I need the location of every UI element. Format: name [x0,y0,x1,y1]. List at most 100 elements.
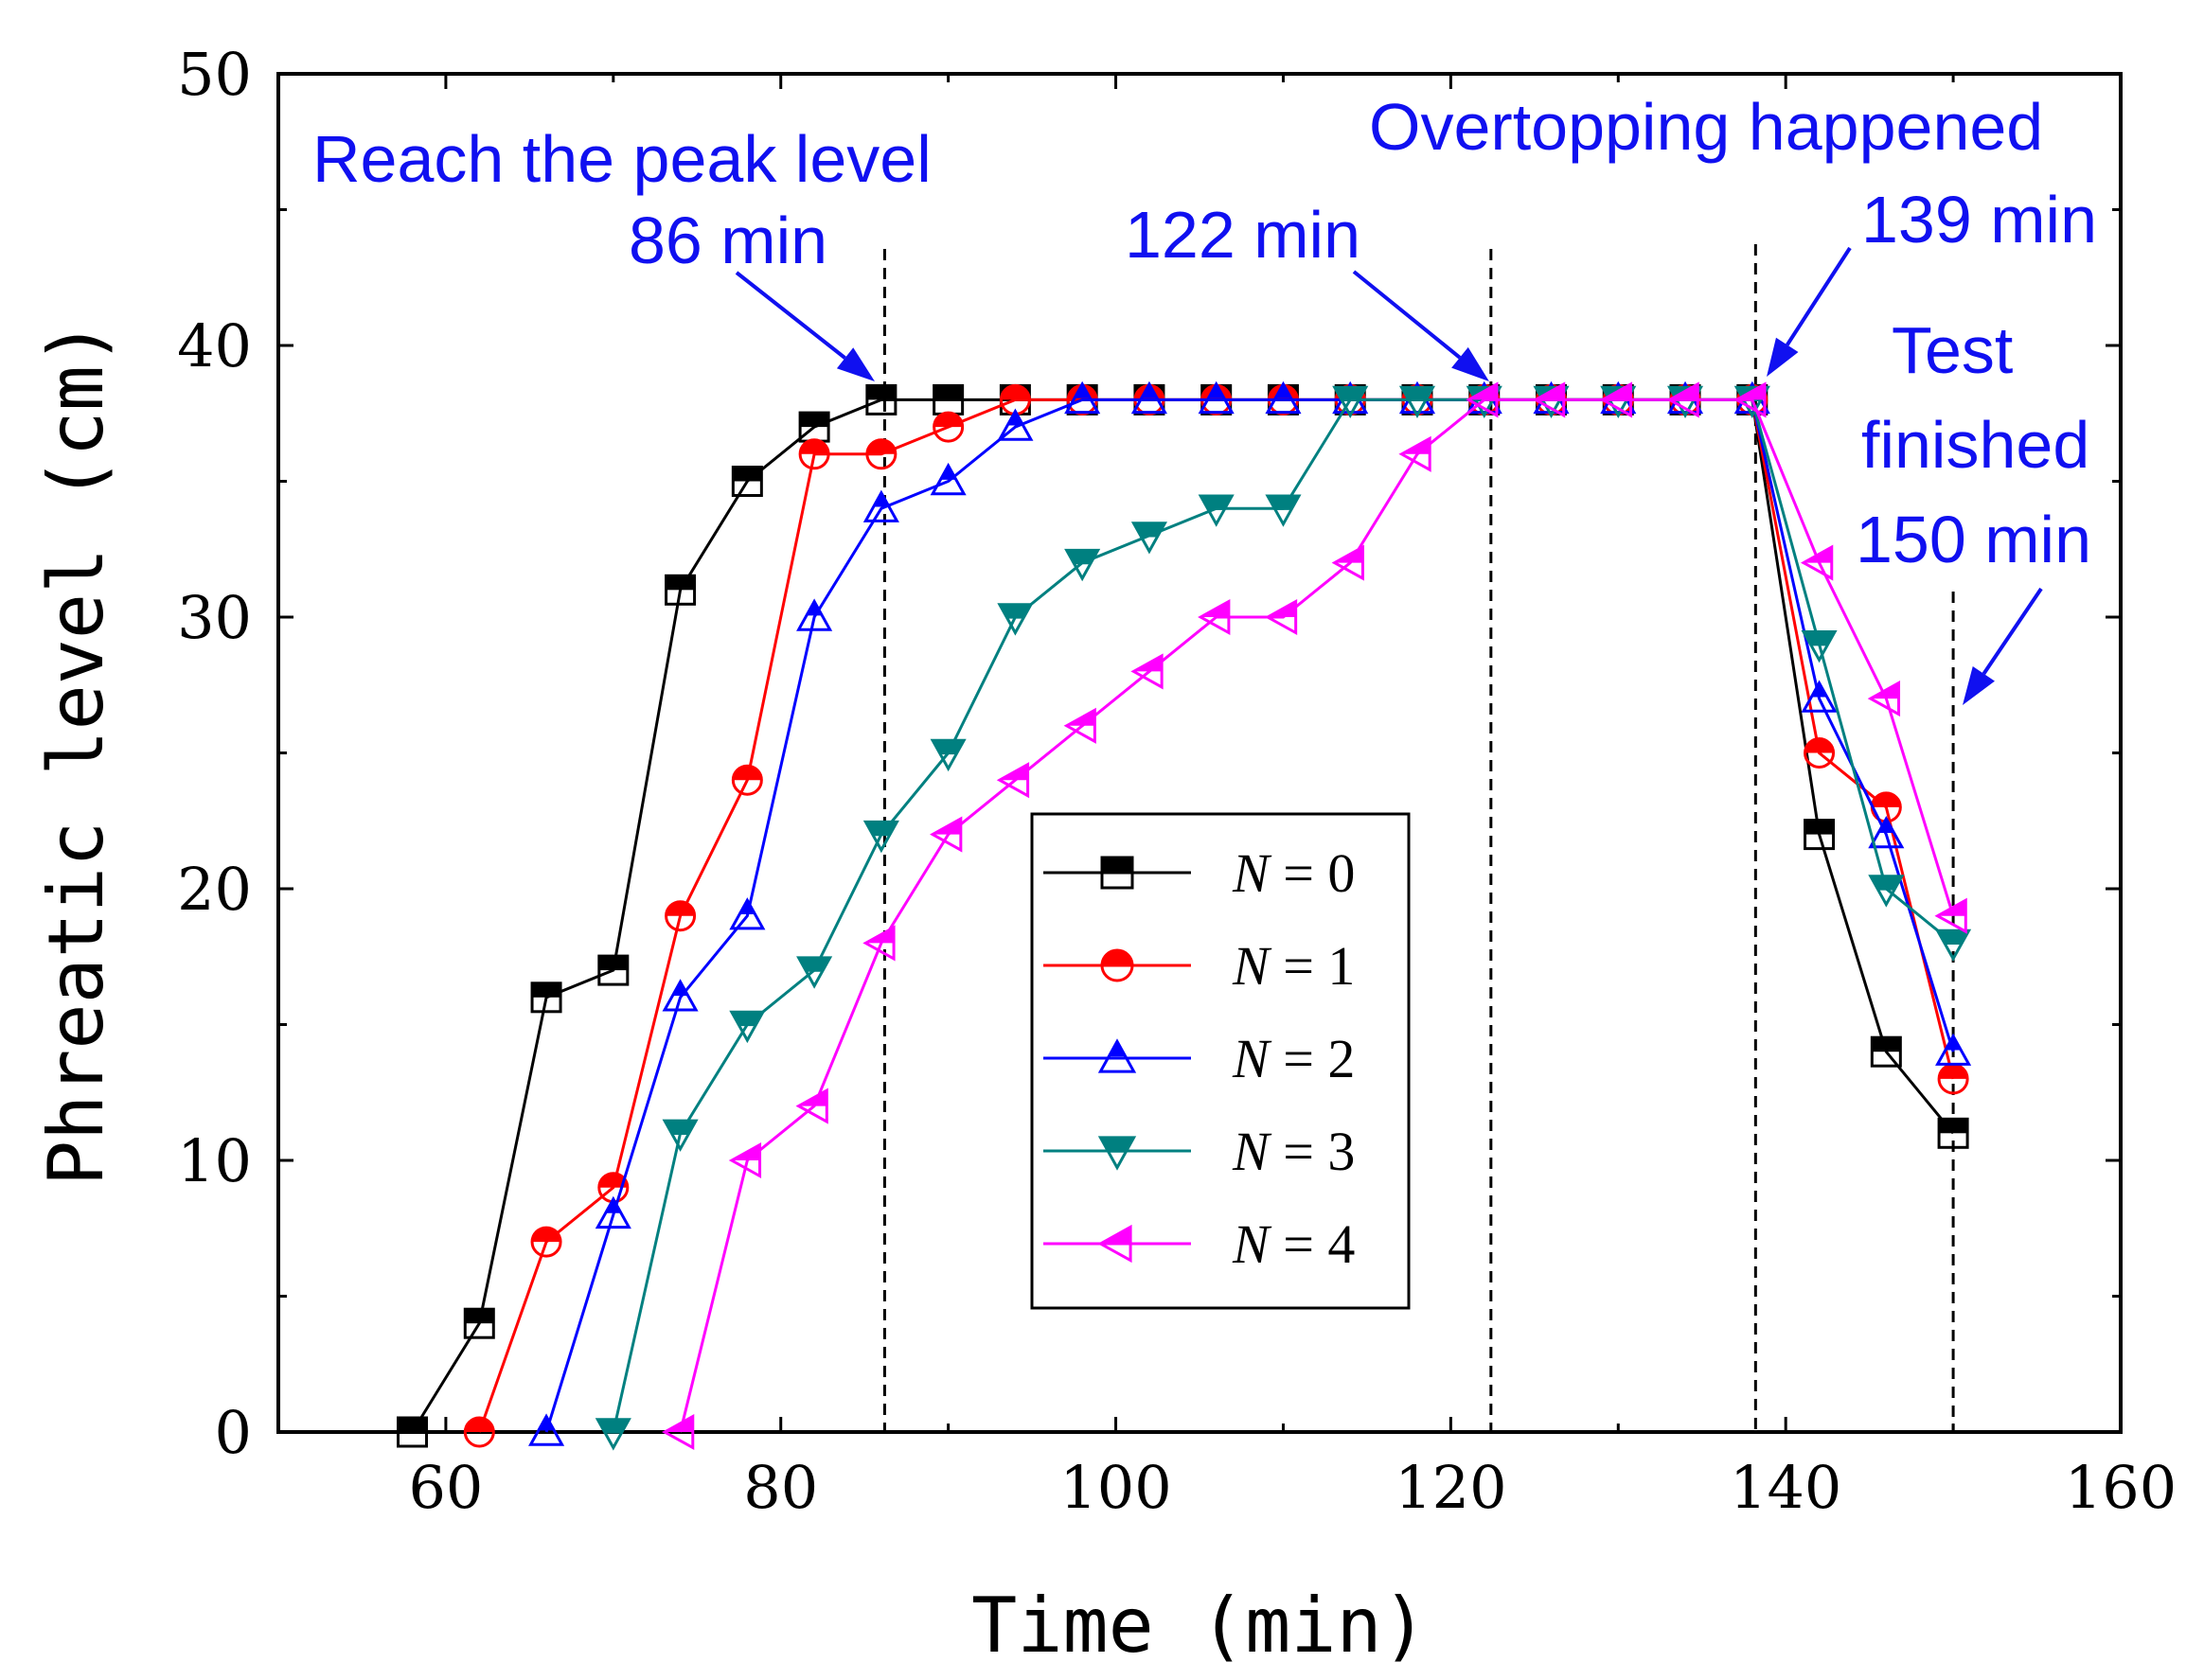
marker-fill [666,901,695,916]
data-point [1398,435,1431,472]
marker-fill [1878,819,1894,833]
legend-label-rest: = 0 [1270,842,1356,904]
marker-outline [1868,816,1905,849]
marker-fill [605,1198,622,1213]
marker-outline [1097,1136,1137,1171]
legend-item: N = 1 [1043,935,1355,997]
marker-outline [1265,380,1302,415]
marker-outline [1198,380,1235,415]
arrow-shaft [1982,587,2043,675]
marker-fill [731,1012,763,1027]
marker-fill [933,413,963,428]
data-point [1130,522,1167,555]
marker-outline [728,1141,762,1179]
marker-outline [397,1416,429,1448]
data-point [795,1088,828,1124]
legend-label: N = 2 [1232,1028,1355,1089]
data-point [865,438,898,470]
data-point [662,1119,699,1152]
marker-outline [862,820,899,854]
legend-label-italic: N [1232,842,1272,904]
data-point [862,489,899,522]
marker-fill [1001,385,1030,400]
legend-label-italic: N [1232,1213,1272,1275]
data-point [1198,598,1231,636]
marker-outline [662,1119,699,1152]
y-tick-label: 10 [177,1126,252,1195]
legend-label-rest: = 3 [1270,1121,1356,1182]
marker-fill [1334,387,1366,402]
marker-outline [1935,1033,1972,1066]
marker-outline [1331,544,1364,581]
marker-outline [1867,681,1901,717]
marker-outline [1265,494,1302,527]
y-tick-label: 30 [177,583,252,652]
data-point [1198,494,1235,527]
marker-outline [662,979,699,1012]
marker-outline [595,1195,631,1229]
y-tick-label: 0 [215,1398,252,1467]
marker-outline [463,1416,495,1448]
annotation-peak-time: 86 min [629,203,827,277]
marker-outline [862,925,896,962]
marker-outline [865,383,898,416]
marker-fill [532,1228,561,1243]
marker-fill [733,467,762,482]
legend-label: N = 0 [1232,842,1355,904]
marker-outline [996,762,1030,799]
legend-label-rest: = 4 [1270,1213,1356,1275]
marker-fill [865,822,898,837]
data-point [933,411,965,443]
marker-fill [465,1309,494,1324]
marker-outline [1666,381,1699,418]
data-point [1937,1117,1969,1149]
y-tick-label: 20 [177,855,252,924]
marker-outline [1937,1117,1969,1149]
marker-outline [665,900,697,932]
marker-outline [665,574,697,606]
marker-fill [1102,950,1132,965]
data-point [397,1416,429,1448]
x-tick-label: 80 [743,1453,818,1522]
marker-fill [1937,930,1969,946]
marker-outline [1804,819,1836,851]
data-point [530,981,562,1014]
data-point [862,925,896,962]
data-point [1867,681,1901,717]
arrow-139 [1767,246,1852,377]
data-point [1097,1038,1137,1073]
data-point [1870,1035,1902,1068]
data-point [1934,897,1967,934]
data-point [1332,385,1369,418]
marker-outline [1870,1035,1902,1068]
data-point [862,820,899,854]
marker-outline [1466,385,1502,418]
marker-fill [532,982,561,998]
marker-fill [398,1418,427,1432]
marker-outline [1130,522,1167,555]
legend-label: N = 4 [1232,1213,1355,1275]
marker-outline [1935,928,1972,962]
legend-item: N = 3 [1043,1121,1355,1182]
data-point [1130,653,1164,690]
data-point [1100,948,1134,982]
marker-outline [731,466,763,497]
x-tick-label: 60 [408,1453,483,1522]
data-point [1130,380,1167,415]
marker-outline [1398,385,1436,418]
marker-fill [1200,496,1233,510]
marker-outline [930,738,967,772]
marker-fill [1939,1064,1968,1079]
data-point [865,383,898,416]
data-point [530,1226,562,1258]
marker-outline [731,764,763,796]
annotation-test-line2: finished [1861,408,2089,482]
data-point [997,408,1034,441]
data-point [1198,380,1235,415]
legend: N = 0N = 1N = 2N = 3N = 4 [1030,812,1411,1310]
marker-fill [1870,875,1902,891]
data-point [1264,598,1298,636]
annotation-test-line1: Test [1892,313,2013,387]
legend-label-rest: = 1 [1270,935,1356,997]
data-point [933,383,965,416]
